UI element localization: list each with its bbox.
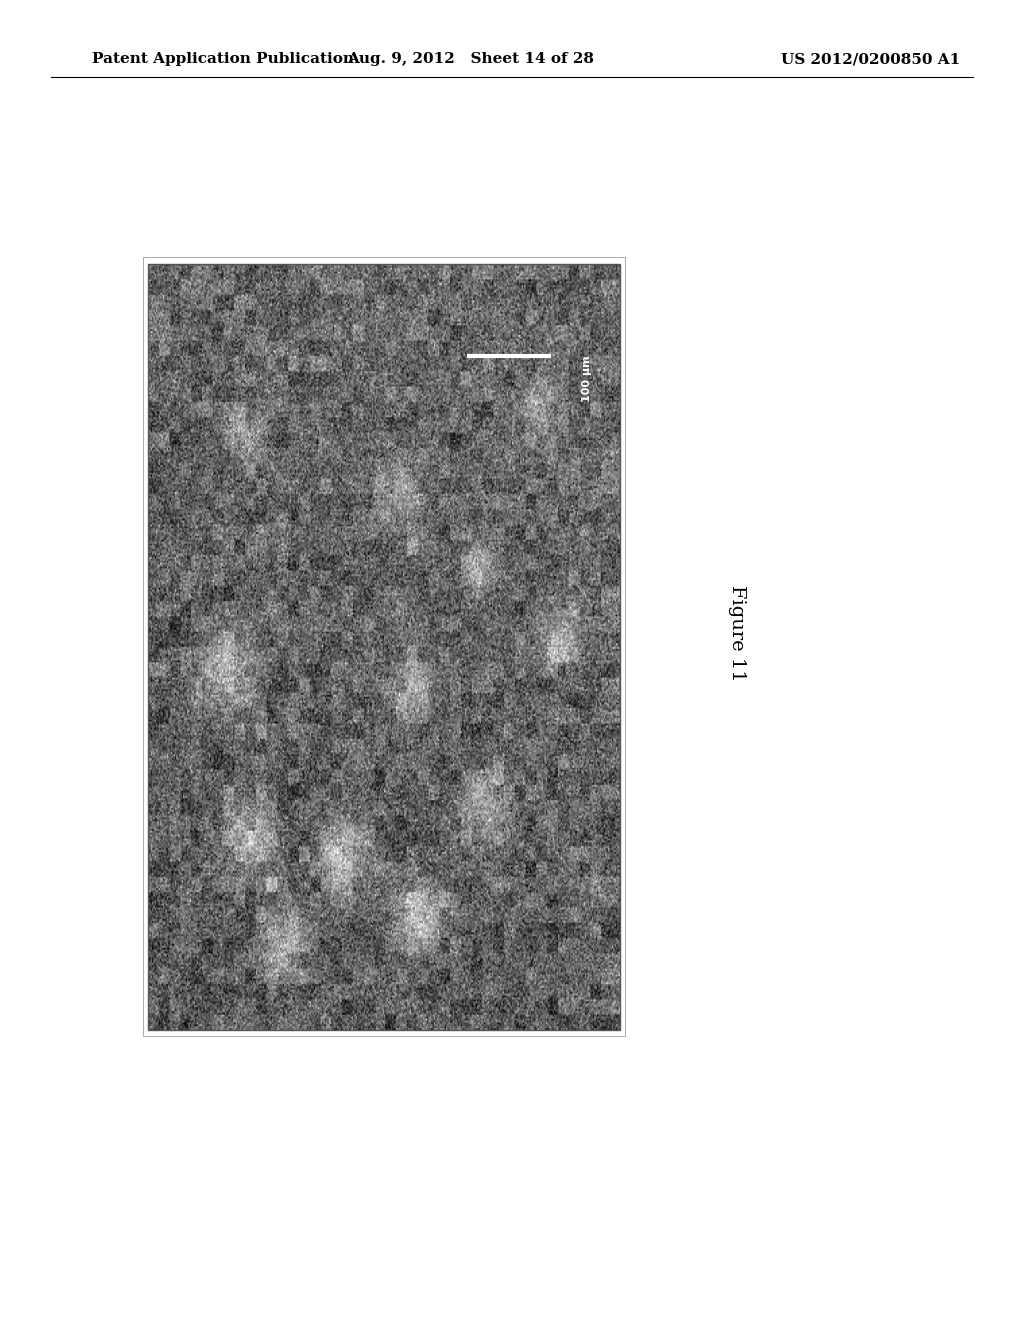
Text: Patent Application Publication: Patent Application Publication <box>92 53 354 66</box>
Text: Aug. 9, 2012   Sheet 14 of 28: Aug. 9, 2012 Sheet 14 of 28 <box>347 53 595 66</box>
Text: US 2012/0200850 A1: US 2012/0200850 A1 <box>780 53 961 66</box>
Text: Figure 11: Figure 11 <box>728 585 746 682</box>
Text: 100 μm: 100 μm <box>582 355 592 403</box>
